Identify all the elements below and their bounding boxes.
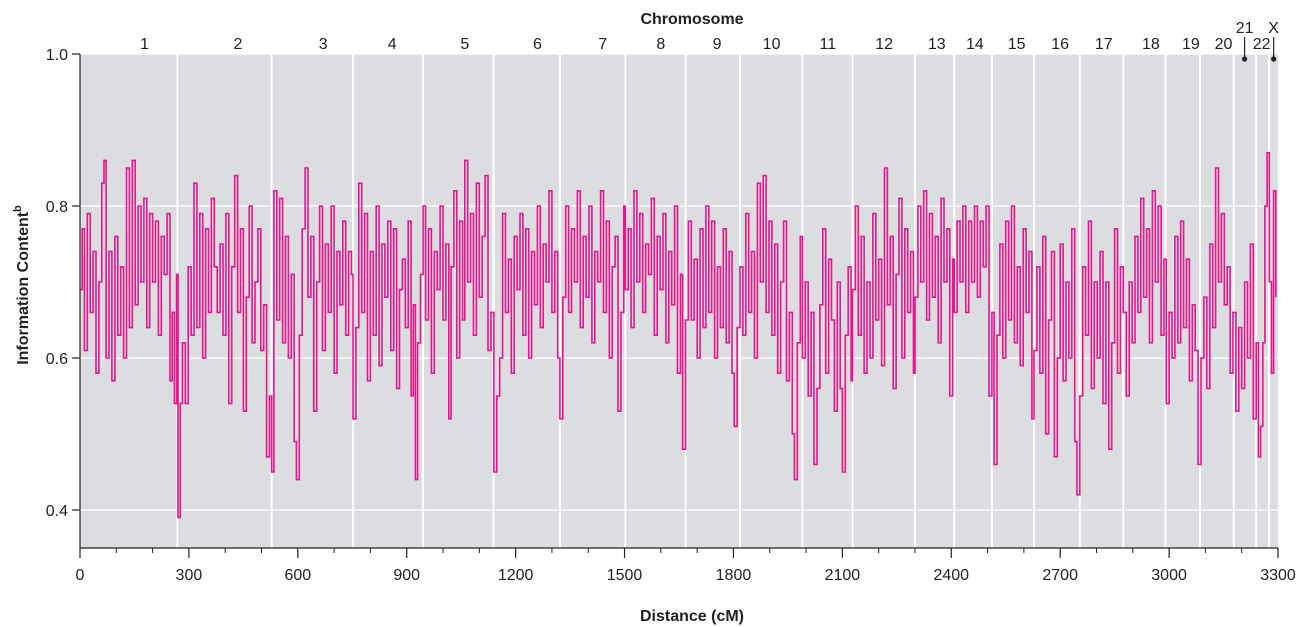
chromosome-pointers: 21 X bbox=[1236, 20, 1279, 62]
plot-background bbox=[80, 54, 1278, 548]
y-axis-title-superscript: b bbox=[12, 205, 24, 212]
chromosome-label: 7 bbox=[598, 36, 607, 53]
chromosome-label: 18 bbox=[1142, 36, 1160, 53]
x-tick-label: 0 bbox=[76, 567, 85, 584]
x-tick-label: 2400 bbox=[933, 567, 969, 584]
chromosome-labels: 1 2 3 4 5 6 7 8 9 10 11 12 13 14 15 16 17 18 19 20 22 bbox=[140, 36, 1270, 53]
chart-title: Chromosome bbox=[640, 11, 743, 28]
chromosome-label: 14 bbox=[966, 36, 984, 53]
x-tick-label: 1800 bbox=[716, 567, 752, 584]
chromosome-label: 20 bbox=[1215, 36, 1233, 53]
chromosome-label: 17 bbox=[1095, 36, 1113, 53]
chromosome-label: 6 bbox=[533, 36, 542, 53]
x-axis-title: Distance (cM) bbox=[640, 608, 744, 625]
chromosome-label: 10 bbox=[763, 36, 781, 53]
chromosome-label: 19 bbox=[1182, 36, 1200, 53]
chromosome-label: 8 bbox=[656, 36, 665, 53]
x-tick-label: 3300 bbox=[1260, 567, 1296, 584]
y-tick-label: 1.0 bbox=[46, 47, 68, 64]
y-axis-title: Information Contentb bbox=[12, 205, 32, 365]
chromosome-label: 13 bbox=[928, 36, 946, 53]
chromosome-pointer-dot bbox=[1271, 56, 1277, 62]
chromosome-label: 16 bbox=[1051, 36, 1069, 53]
chromosome-label: 9 bbox=[713, 36, 722, 53]
x-tick-label: 3000 bbox=[1151, 567, 1187, 584]
chromosome-pointer-label: X bbox=[1268, 20, 1279, 37]
chromosome-label: 3 bbox=[319, 36, 328, 53]
x-tick-label: 2700 bbox=[1042, 567, 1078, 584]
chromosome-label: 11 bbox=[820, 36, 837, 53]
information-content-series-line bbox=[80, 152, 1277, 519]
chromosome-label: 12 bbox=[875, 36, 893, 53]
y-tick-label: 0.8 bbox=[46, 199, 68, 216]
chromosome-label: 5 bbox=[460, 36, 469, 53]
chromosome-label: 1 bbox=[140, 36, 149, 53]
axes: 0 300 600 900 1200 1500 1800 2100 2400 2700 3000 33… bbox=[46, 47, 1296, 584]
chromosome-label: 15 bbox=[1008, 36, 1026, 53]
x-tick-label: 300 bbox=[176, 567, 203, 584]
x-tick-label: 1500 bbox=[607, 567, 643, 584]
chromosome-label: 4 bbox=[388, 36, 397, 53]
x-tick-label: 600 bbox=[284, 567, 311, 584]
chromosome-label: 2 bbox=[233, 36, 242, 53]
chromosome-pointer-dot bbox=[1242, 56, 1248, 62]
chromosome-pointer-label: 21 bbox=[1236, 20, 1254, 37]
y-tick-label: 0.4 bbox=[46, 503, 68, 520]
chromosome-label: 22 bbox=[1253, 36, 1271, 53]
x-tick-label: 2100 bbox=[825, 567, 861, 584]
y-axis-title-main: Information Content bbox=[15, 211, 32, 365]
y-tick-label: 0.6 bbox=[46, 351, 68, 368]
x-tick-label: 1200 bbox=[498, 567, 534, 584]
x-tick-label: 900 bbox=[393, 567, 420, 584]
